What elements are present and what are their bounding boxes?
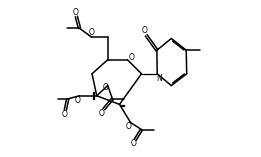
Text: O: O (142, 26, 147, 35)
Text: O: O (88, 28, 94, 37)
Text: N: N (156, 74, 162, 83)
Text: O: O (102, 83, 108, 92)
Text: O: O (126, 122, 132, 131)
Text: O: O (128, 53, 134, 62)
Text: O: O (75, 96, 81, 105)
Text: O: O (98, 108, 104, 118)
Text: O: O (62, 110, 68, 119)
Text: O: O (131, 139, 137, 148)
Text: O: O (73, 8, 79, 17)
